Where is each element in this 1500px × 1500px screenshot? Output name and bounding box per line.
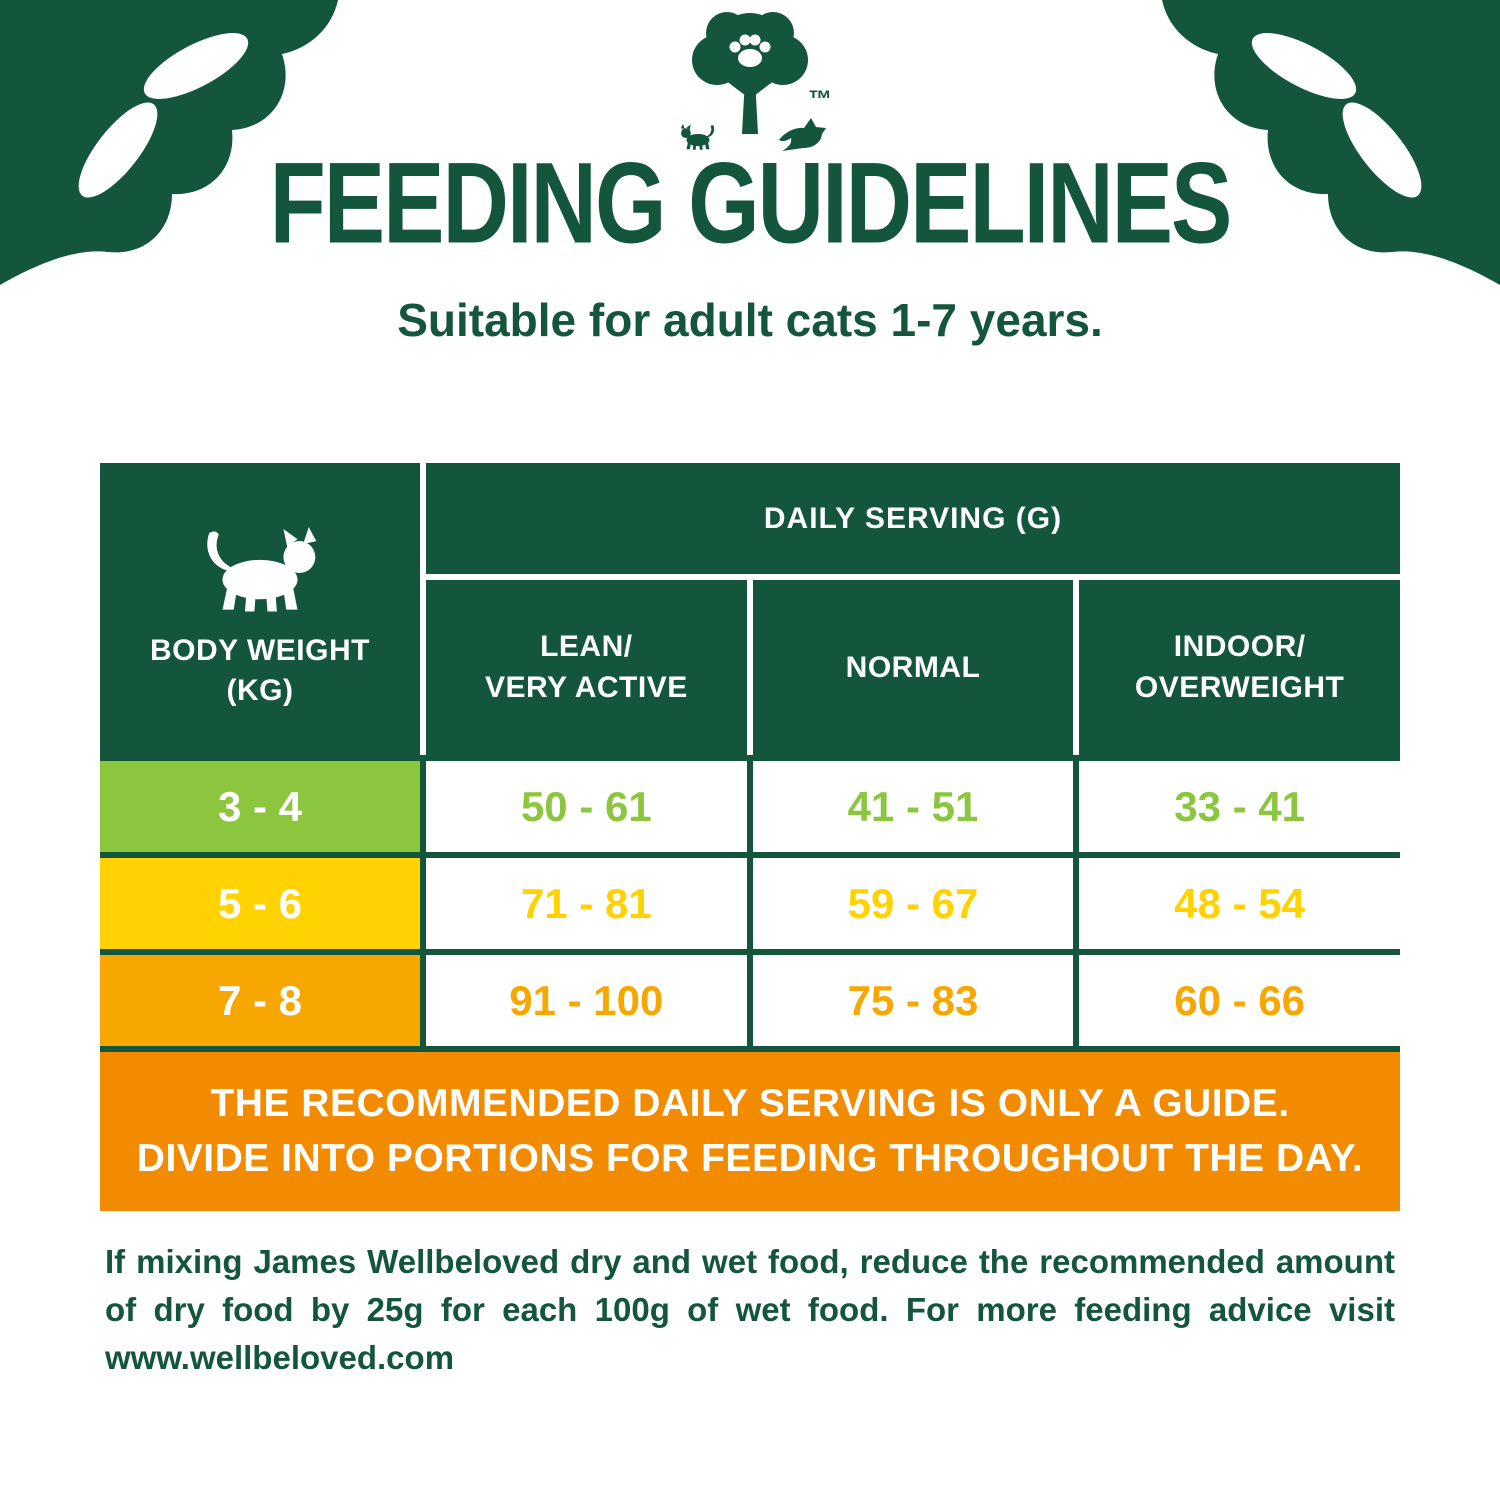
mixing-advice-text: If mixing James Wellbeloved dry and wet …	[105, 1243, 1395, 1376]
serving-guide-note-line2: DIVIDE INTO PORTIONS FOR FEEDING THROUGH…	[136, 1136, 1364, 1180]
body-weight-header-cell: BODY WEIGHT (KG)	[100, 463, 420, 755]
daily-serving-header-cell: DAILY SERVING (G)	[426, 463, 1400, 574]
value-cell-row3-normal: 75 - 83	[752, 955, 1074, 1046]
weight-cell-row1: 3 - 4	[100, 761, 420, 852]
leaf-corner-icon	[1162, 0, 1500, 285]
trademark-symbol: ™	[808, 86, 832, 113]
value-cell-row2-lean: 71 - 81	[426, 858, 747, 949]
weight-cell-row3: 7 - 8	[100, 955, 420, 1046]
serving-guide-note: THE RECOMMENDED DAILY SERVING IS ONLY A …	[100, 1052, 1400, 1212]
tree-logo-icon	[680, 12, 826, 151]
table-header: BODY WEIGHT (KG) DAILY SERVING (G) LEAN/…	[100, 463, 1400, 755]
value-cell-row3-lean: 91 - 100	[426, 955, 747, 1046]
weight-cell-row2: 5 - 6	[100, 858, 420, 949]
column-header-lean-very-active: LEAN/ VERY ACTIVE	[426, 580, 747, 755]
value-cell-row1-lean: 50 - 61	[426, 761, 747, 852]
value-cell-row3-indoor: 60 - 66	[1079, 955, 1400, 1046]
value-cell-row1-normal: 41 - 51	[752, 761, 1074, 852]
cat-silhouette-icon	[185, 521, 335, 625]
feeding-table: BODY WEIGHT (KG) DAILY SERVING (G) LEAN/…	[100, 463, 1400, 1212]
page-title: FEEDING GUIDELINES	[269, 139, 1233, 268]
leaf-corner-icon	[0, 0, 338, 285]
body-weight-header-label: BODY WEIGHT (KG)	[150, 633, 370, 708]
dog-icon	[779, 118, 826, 151]
serving-guide-note-line1: THE RECOMMENDED DAILY SERVING IS ONLY A …	[210, 1082, 1290, 1125]
column-header-normal: NORMAL	[752, 580, 1074, 755]
leaf-decoration-left	[0, 0, 345, 285]
value-cell-row2-indoor: 48 - 54	[1079, 858, 1400, 949]
leaf-decoration-right	[1155, 0, 1500, 285]
brand-logo: ™	[645, 6, 855, 156]
page-subtitle: Suitable for adult cats 1-7 years.	[397, 294, 1103, 346]
column-header-indoor-overweight: INDOOR/ OVERWEIGHT	[1079, 580, 1400, 755]
value-cell-row1-indoor: 33 - 41	[1079, 761, 1400, 852]
value-cell-row2-normal: 59 - 67	[752, 858, 1074, 949]
paw-icon	[729, 34, 771, 67]
table-body: 3 - 4 50 - 61 41 - 51 33 - 41 5 - 6 71 -…	[100, 755, 1400, 1052]
